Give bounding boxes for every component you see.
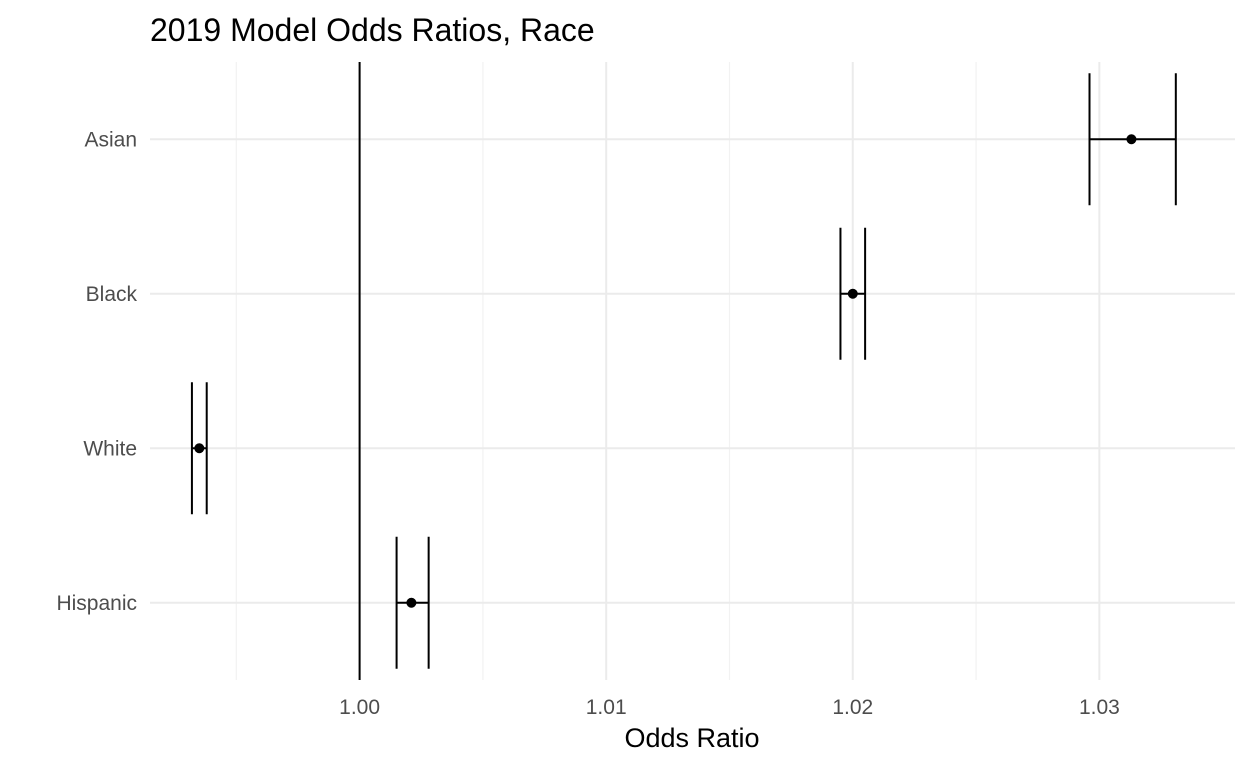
x-axis-label: Odds Ratio bbox=[624, 723, 759, 753]
x-tick-label-1: 1.01 bbox=[586, 696, 627, 719]
point-hispanic bbox=[406, 597, 417, 608]
errorbar-asian bbox=[1088, 73, 1177, 206]
y-tick-label-hispanic: Hispanic bbox=[56, 592, 137, 615]
point-white bbox=[194, 443, 205, 454]
y-tick-labels: Asian Black White Hispanic bbox=[56, 128, 137, 615]
point-asian bbox=[1126, 134, 1137, 145]
chart-title: 2019 Model Odds Ratios, Race bbox=[150, 12, 595, 48]
marks bbox=[190, 73, 1177, 669]
errorbar-white bbox=[190, 382, 208, 515]
x-tick-label-2: 1.02 bbox=[832, 696, 873, 719]
x-tick-label-0: 1.00 bbox=[339, 696, 380, 719]
grid bbox=[150, 62, 1235, 680]
x-tick-labels: 1.00 1.01 1.02 1.03 bbox=[339, 696, 1120, 719]
y-tick-label-asian: Asian bbox=[84, 128, 137, 151]
y-tick-label-white: White bbox=[83, 437, 137, 460]
errorbar-hispanic bbox=[395, 536, 430, 669]
errorbar-black bbox=[839, 227, 867, 360]
y-tick-label-black: Black bbox=[86, 283, 138, 306]
point-black bbox=[847, 288, 858, 299]
x-tick-label-3: 1.03 bbox=[1079, 696, 1120, 719]
